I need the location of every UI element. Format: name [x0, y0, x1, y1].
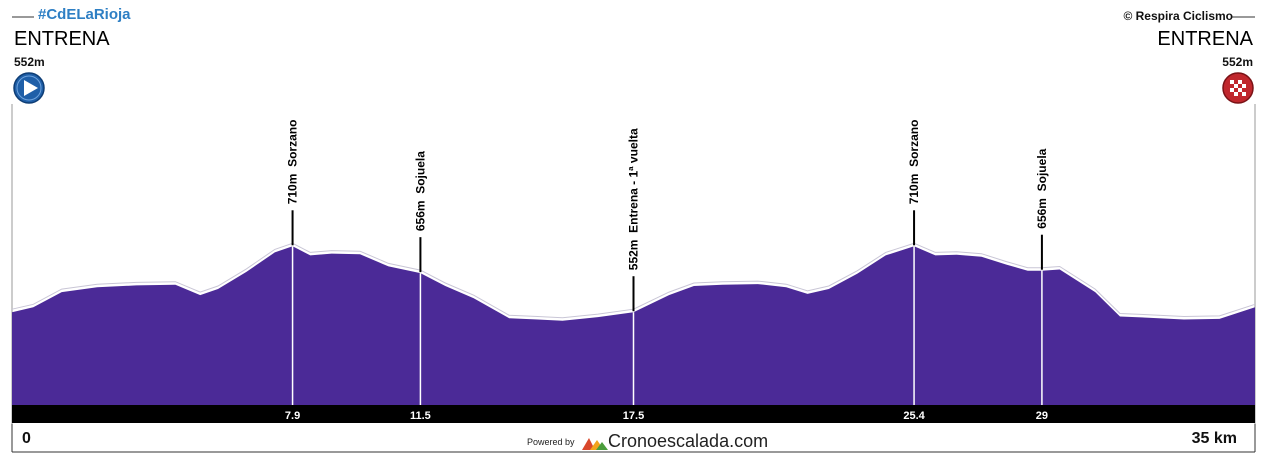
- km-tick-label: 25.4: [903, 410, 925, 422]
- km-labels: 7.9 11.5 17.5 25.4 29: [285, 410, 1048, 422]
- waypoint-label: 710m Sorzano: [907, 120, 921, 205]
- x-axis-start-label: 0: [22, 430, 31, 447]
- profile-layer: [11, 242, 1256, 405]
- waypoint-label: 656m Sojuela: [1035, 148, 1049, 228]
- start-elevation: 552m: [14, 55, 45, 69]
- start-play-icon: [13, 72, 45, 104]
- cronoescalada-brand-link[interactable]: Cronoescalada.com: [608, 431, 769, 451]
- profile-outline: [11, 242, 1256, 319]
- km-tick-label: 7.9: [285, 410, 300, 422]
- hashtag-title: #CdELaRioja: [38, 6, 131, 23]
- waypoint-label: 552m Entrena - 1ª vuelta: [627, 128, 641, 270]
- finish-flag-icon: [1222, 72, 1254, 104]
- mountains-logo-icon: [582, 438, 608, 450]
- powered-by-label: Powered by: [527, 437, 575, 447]
- km-tick-label: 11.5: [410, 410, 431, 422]
- finish-location-name: ENTRENA: [1157, 28, 1253, 50]
- credit-label: © Respira Ciclismo: [1123, 9, 1233, 23]
- km-axis-bar: [12, 405, 1255, 423]
- start-location-name: ENTRENA: [14, 28, 110, 50]
- waypoint-label: 710m Sorzano: [286, 120, 300, 205]
- finish-elevation: 552m: [1222, 55, 1253, 69]
- km-tick-label: 17.5: [623, 410, 644, 422]
- x-axis-end-label: 35 km: [1191, 430, 1237, 447]
- km-tick-label: 29: [1036, 410, 1048, 422]
- waypoint-labels: 710m Sorzano 656m Sojuela 552m Entrena - 1…: [286, 120, 1049, 312]
- waypoint-label: 656m Sojuela: [413, 151, 427, 231]
